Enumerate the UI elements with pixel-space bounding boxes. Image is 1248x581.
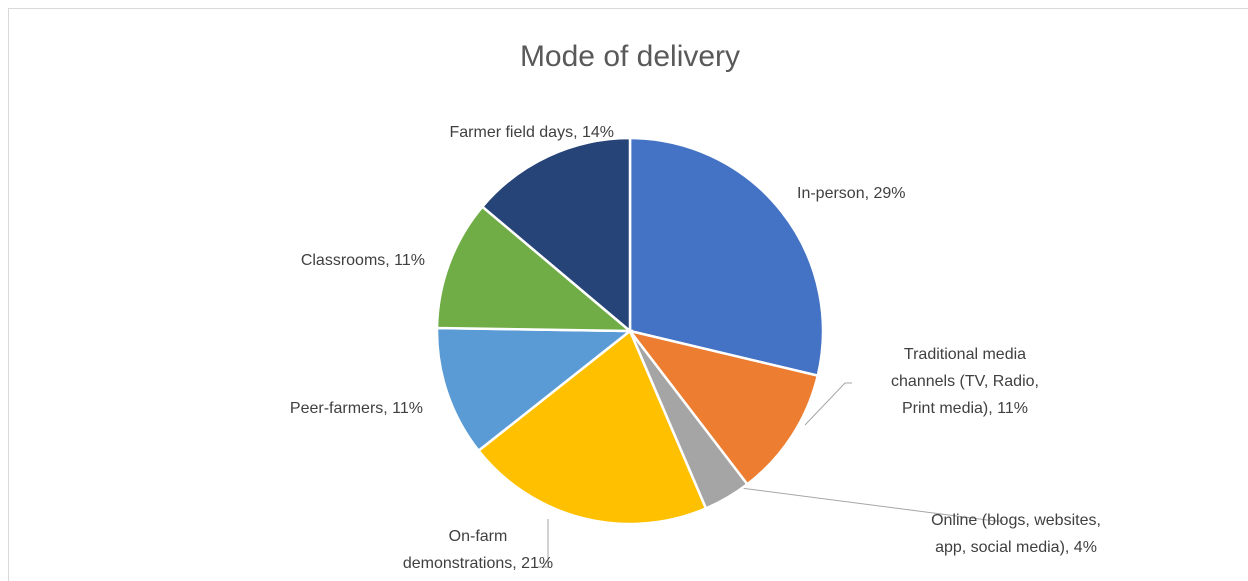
- chart-title: Mode of delivery: [520, 40, 740, 73]
- pie-slice: [626, 328, 820, 487]
- pie-slice: [435, 204, 634, 333]
- leader-line: [732, 486, 1003, 522]
- data-label: Traditional media: [904, 346, 1026, 363]
- data-label: On-farm: [449, 528, 508, 545]
- data-label: demonstrations, 21%: [403, 555, 553, 572]
- data-label: Farmer field days, 14%: [449, 124, 614, 141]
- pie-slice: [435, 326, 634, 453]
- leader-line: [538, 519, 549, 568]
- data-label: app, social media), 4%: [935, 539, 1097, 556]
- leader-line: [804, 382, 852, 426]
- data-label: Online (blogs, websites,: [931, 512, 1101, 529]
- data-label: Peer-farmers, 11%: [290, 400, 423, 417]
- data-label: Print media), 11%: [902, 400, 1028, 417]
- pie-slice: [480, 136, 632, 334]
- data-label: In-person, 29%: [797, 185, 906, 202]
- data-label: channels (TV, Radio,: [891, 373, 1039, 390]
- pie-slice: [476, 329, 708, 526]
- pie-slice: [628, 136, 825, 378]
- data-label: Classrooms, 11%: [301, 252, 425, 269]
